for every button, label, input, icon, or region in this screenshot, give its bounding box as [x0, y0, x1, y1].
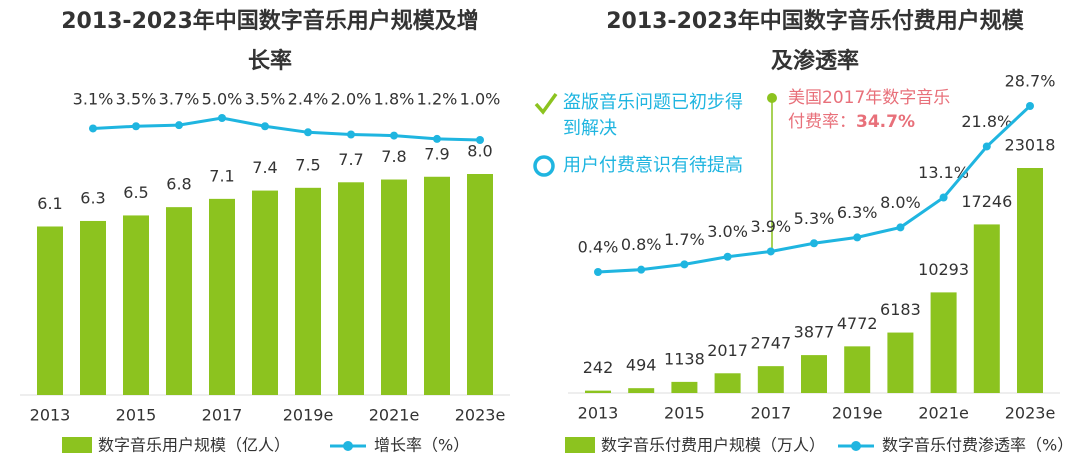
- chart-title: 2013-2023年中国数字音乐付费用户规模及渗透率: [606, 9, 1024, 74]
- bar-value-label: 2017: [707, 341, 748, 360]
- bar: [209, 198, 235, 395]
- check-icon: [534, 92, 558, 115]
- callout-highlight: 34.7%: [856, 112, 915, 132]
- line: [597, 104, 1032, 274]
- bar: [381, 179, 407, 395]
- x-tick-label: 2015: [116, 406, 157, 425]
- bar-value-label: 7.4: [252, 158, 277, 177]
- line-value-label: 3.9%: [750, 217, 791, 236]
- legend-label: 数字音乐付费渗透率（%）: [882, 436, 1073, 455]
- x-tick-label: 2013: [578, 404, 619, 423]
- line-value-label: 3.7%: [159, 90, 200, 109]
- bar-value-label: 8.0: [467, 142, 492, 161]
- x-tick-label: 2015: [664, 404, 705, 423]
- x-tick-label: 2017: [750, 404, 791, 423]
- x-tick-label: 2021e: [918, 404, 969, 423]
- bar: [628, 388, 655, 393]
- bar-value-label: 1138: [664, 349, 705, 368]
- bar: [252, 190, 278, 395]
- line-value-label: 13.1%: [918, 163, 969, 182]
- line-value-label: 1.0%: [460, 90, 501, 109]
- bar: [123, 215, 149, 395]
- line-value-label: 5.3%: [794, 209, 835, 228]
- callout-text: 美国2017年数字音乐付费率：: [788, 88, 951, 132]
- bar-value-label: 7.5: [295, 155, 320, 174]
- line-value-label: 3.1%: [73, 90, 114, 109]
- bar-value-label: 4772: [837, 314, 878, 333]
- bar-value-label: 242: [583, 358, 614, 377]
- legend-swatch: [343, 441, 353, 451]
- annotation: 盗版音乐问题已初步得到解决: [563, 92, 743, 139]
- bar-value-label: 3877: [794, 323, 835, 342]
- line-value-label: 2.4%: [288, 90, 329, 109]
- x-tick-label: 2021e: [369, 406, 420, 425]
- line-value-label: 21.8%: [961, 112, 1012, 131]
- bar-value-label: 7.8: [381, 147, 406, 166]
- legend-swatch: [565, 437, 595, 453]
- legend-label: 数字音乐用户规模（亿人）: [98, 436, 290, 455]
- x-tick-label: 2023e: [455, 406, 506, 425]
- line-value-label: 3.0%: [707, 222, 748, 241]
- bar: [467, 174, 493, 395]
- bar-value-label: 23018: [1005, 136, 1056, 155]
- legend-label: 数字音乐付费用户规模（万人）: [601, 436, 825, 455]
- line-value-label: 0.4%: [578, 238, 619, 257]
- bar: [671, 381, 698, 393]
- bar: [714, 373, 741, 393]
- bar: [973, 224, 1000, 393]
- chart-title: 2013-2023年中国数字音乐用户规模及增长率: [61, 9, 479, 74]
- bar: [424, 176, 450, 395]
- bar-value-label: 6.3: [80, 188, 105, 207]
- line-value-label: 5.0%: [202, 90, 243, 109]
- bar: [844, 346, 871, 393]
- bar-value-label: 7.7: [338, 150, 363, 169]
- line-value-label: 3.5%: [116, 90, 157, 109]
- bar-value-label: 17246: [961, 192, 1012, 211]
- line-value-label: 8.0%: [880, 193, 921, 212]
- bar: [930, 292, 957, 393]
- bar-value-label: 6.5: [123, 183, 148, 202]
- bar: [757, 366, 784, 393]
- bar: [585, 390, 611, 393]
- bar-value-label: 494: [626, 356, 657, 375]
- x-tick-label: 2013: [30, 406, 71, 425]
- bar: [801, 355, 827, 393]
- bar: [338, 182, 364, 395]
- bar-value-label: 7.1: [209, 166, 234, 185]
- bar-value-label: 6.8: [166, 175, 191, 194]
- x-tick-label: 2017: [202, 406, 243, 425]
- callout: 美国2017年数字音乐付费率：34.7%: [788, 86, 958, 134]
- bar: [295, 187, 321, 395]
- bar-value-label: 6183: [880, 300, 921, 319]
- bar: [1017, 168, 1043, 393]
- line-value-label: 2.0%: [331, 90, 372, 109]
- line-value-label: 1.7%: [664, 230, 705, 249]
- bar-value-label: 2747: [750, 334, 791, 353]
- legend-swatch: [62, 437, 92, 453]
- bar: [80, 220, 106, 395]
- line-value-label: 6.3%: [837, 203, 878, 222]
- bar: [887, 332, 914, 393]
- bar: [37, 226, 63, 395]
- legend-swatch: [851, 441, 861, 451]
- legend-label: 增长率（%）: [374, 436, 469, 455]
- x-tick-label: 2019e: [832, 404, 883, 423]
- bar-value-label: 7.9: [424, 144, 449, 163]
- x-tick-label: 2023e: [1005, 404, 1056, 423]
- line-value-label: 0.8%: [621, 235, 662, 254]
- line-value-label: 1.8%: [374, 90, 415, 109]
- x-tick-label: 2019e: [283, 406, 334, 425]
- line-value-label: 3.5%: [245, 90, 286, 109]
- bar-value-label: 10293: [918, 260, 969, 279]
- line-value-label: 1.2%: [417, 90, 458, 109]
- bar: [166, 207, 192, 395]
- line: [92, 116, 481, 142]
- bar-value-label: 6.1: [37, 194, 62, 213]
- annotation: 用户付费意识有待提高: [563, 155, 743, 176]
- line-value-label: 28.7%: [1005, 72, 1056, 91]
- circle-icon: [533, 155, 555, 177]
